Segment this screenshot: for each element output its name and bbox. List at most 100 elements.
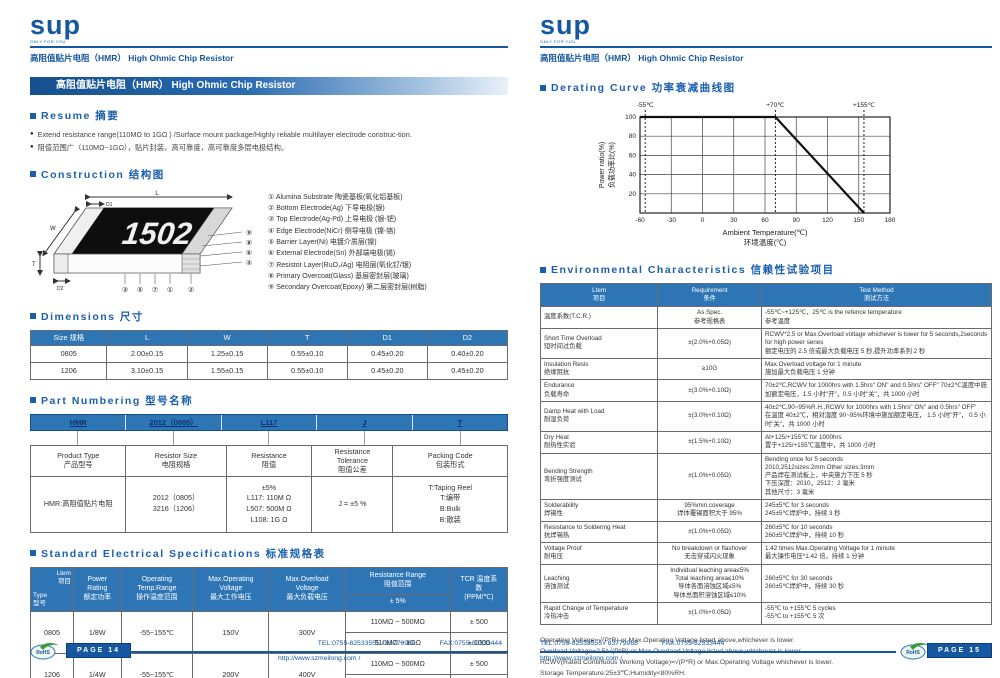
cell-requirement: ±(1.0%+0.05Ω) xyxy=(657,520,762,544)
connector-line xyxy=(364,430,366,445)
column-header: Resistor Size 电阻规格 xyxy=(125,444,227,477)
cell-requirement: ±(3.0%+0.10Ω) xyxy=(657,401,762,432)
note-line: Operating Voltage=√(P*R) or Max.Operatin… xyxy=(540,636,795,644)
table-header-row: Product Type 产品型号 Resistor Size 电阻规格 Resis… xyxy=(29,444,508,477)
cell-item: Damp Heat with Load 耐湿负荷 xyxy=(539,401,659,432)
column-header: L xyxy=(106,329,188,346)
cell-test-method: At+125/+155℃ for 1000hrs 置于+125/+155℃温度中… xyxy=(760,430,993,454)
table-header-row: Size 规格 L W T D1 D2 xyxy=(29,329,509,346)
table-cell: 3.10±0.15 xyxy=(106,361,188,380)
table-cell: 0.40±0.20 xyxy=(426,344,509,363)
footer-fax: FAX:0755-82533444 xyxy=(439,640,502,647)
table-cell: T:Taping Reel T:编带 B:Bulk B:散装 xyxy=(392,475,508,533)
code-cell: T xyxy=(413,415,507,430)
dimensions-table-head: Size 规格 L W T D1 D2 xyxy=(29,329,509,346)
table-cell: 0.45±0.20 xyxy=(426,361,509,380)
connector-cell xyxy=(412,430,508,445)
dim-T: T xyxy=(32,262,36,268)
table-row: HMR:高阻值贴片电阻 2012（0805） 3216（1206） ±5% L117… xyxy=(29,475,508,533)
x-tick-label: 60 xyxy=(761,217,769,224)
section-title: Resume 摘要 xyxy=(41,110,120,122)
corner-type-label: Type 型号 xyxy=(33,591,48,608)
construction-block: L D1 1502 W xyxy=(30,188,508,296)
cell-requirement: Individual leaching area≤5% Total leachi… xyxy=(657,563,762,603)
dimensions-table: Size 规格 L W T D1 D2 0805 2.00±0.15 1.25±0.15 0.5… xyxy=(29,329,509,380)
y-tick-label: 60 xyxy=(629,152,637,159)
page-14: sup ONLY FOR YOU 高阻值贴片电阻（HMR） High Ohmic… xyxy=(29,0,509,678)
resume-bullet: ● Extend resistance range(110MΩ to 1GΩ ) … xyxy=(30,129,508,140)
footer-rule xyxy=(126,651,508,653)
part-number-connectors xyxy=(30,430,508,445)
section-bullet xyxy=(30,171,36,178)
bullet-text: Extend resistance range(110MΩ to 1GΩ ) /… xyxy=(37,130,412,139)
footer-url[interactable]: http://www.szmeilong.com / xyxy=(540,655,623,662)
x-tick-label: 0 xyxy=(701,217,705,224)
table-cell: 1206 xyxy=(29,361,108,380)
column-header: Operating Temp.Range 操作温度范围 xyxy=(120,566,194,612)
x-tick-label: 30 xyxy=(730,217,738,224)
cell-test-method: 70±2℃,RCWV for 1000hrs with 1.5hrs" ON" … xyxy=(760,379,993,403)
cell-requirement: ±(1.0%+0.05Ω) xyxy=(657,601,762,625)
table-cell: 2012（0805） 3216（1206） xyxy=(125,475,227,533)
table-row: Resistance to Soldering Heat 抗焊锡热 ±(1.0%+… xyxy=(539,520,993,544)
dim-D1: D1 xyxy=(106,202,113,208)
cell-requirement: ±(2.0%+0.05Ω) xyxy=(657,327,762,359)
y-tick-label: 80 xyxy=(629,133,637,140)
table-cell: 0.45±0.20 xyxy=(346,361,428,380)
table-row: Dry Heat 耐热性实验 ±(1.5%+0.10Ω) At+125/+155℃ … xyxy=(539,430,993,454)
y-tick-label: 20 xyxy=(629,191,637,198)
y-tick-label: 100 xyxy=(625,114,636,121)
cell-max-ov: 300V xyxy=(268,610,346,654)
cell-test-method: 260±5℃ for 10 seconds 260±5℃焊炉中，持续 10 秒 xyxy=(760,520,993,544)
section-title: Dimensions 尺寸 xyxy=(41,310,144,323)
derating-line xyxy=(640,115,865,214)
column-header: T xyxy=(266,329,348,346)
table-cell: HMR:高阻值贴片电阻 xyxy=(29,475,127,533)
callout-9: ⑨ xyxy=(246,229,252,237)
part-numbering-table-body: Product Type 产品型号 Resistor Size 电阻规格 Resis… xyxy=(29,444,508,533)
footer-rule xyxy=(540,651,896,653)
environmental-table-head: Ltem 项目 Requirement 条件 Test Method 测试方法 xyxy=(539,282,993,308)
footer-right: TEL:0755-82533555 / 83779968 FAX:0755-82… xyxy=(540,638,992,668)
column-header: W xyxy=(186,329,268,346)
cell-max-op: 200V xyxy=(192,652,270,678)
cell-requirement: ≥10G xyxy=(657,357,762,381)
marker-label: +70℃ xyxy=(766,102,785,109)
section-title: Derating Curve 功率衰减曲线图 xyxy=(551,82,736,94)
footer-tel: TEL:0755-82533555 / 83779968 xyxy=(317,640,416,647)
cell-range: 110MΩ ~ 500MΩ xyxy=(344,610,451,633)
code-cell: J xyxy=(317,414,413,430)
code-cell: HMR xyxy=(31,414,127,430)
x-tick-label: 90 xyxy=(793,217,801,224)
cell-item: Short Time Overload 短时间过负载 xyxy=(539,327,659,359)
cell-requirement: No breakdown or flashover 无击穿或闪火现象 xyxy=(657,542,762,565)
cell-item: Bending Strength 弯折强度测试 xyxy=(539,452,659,500)
section-part-numbering: Part Numbering 型号名称 xyxy=(30,393,508,408)
footer-contact: TEL:0755-82533555 / 83779968 FAX:0755-82… xyxy=(318,640,502,647)
column-header: Resistance 阻值 xyxy=(225,444,313,477)
x-tick-label: 120 xyxy=(822,217,833,224)
code-text: HMR xyxy=(69,417,87,427)
cell-item: Leaching 溶蚀测试 xyxy=(539,563,659,603)
code-text: L117 xyxy=(260,417,278,427)
resume-bullet: ● 阻值范围广（110MΩ~1GΩ），贴片封装，高可靠度，高可靠度多层电极结构。 xyxy=(30,142,508,153)
column-header: Power Rating 额定功率 xyxy=(72,566,122,612)
cell-item: Solderability 焊锡性 xyxy=(539,498,659,522)
cell-max-ov: 400V xyxy=(268,652,346,678)
brand-tagline: ONLY FOR YOU xyxy=(30,39,66,44)
construction-legend: ① Alumina Substrate 陶瓷基板(氧化铝基板) ② Bottom… xyxy=(268,193,427,292)
code-cell: 2012（0805） xyxy=(126,414,222,430)
section-bullet xyxy=(30,550,36,557)
page-number-badge: PAGE 14 xyxy=(66,643,132,658)
table-cell: ±5% L117: 110M Ω L507: 500M Ω L108: 1G Ω xyxy=(225,475,313,533)
footer-url[interactable]: http://www.szmeilong.com / xyxy=(278,655,361,662)
column-header: Resistance Tolerance 阻值公差 xyxy=(311,444,394,477)
table-header-row: Ltem 项目 Requirement 条件 Test Method 测试方法 xyxy=(539,282,993,308)
x-axis-label-cn: 环境温度(℃) xyxy=(744,237,787,247)
resistance-range-header: Resistance Range 阻值范围 xyxy=(344,566,451,595)
table-cell: 2.00±0.15 xyxy=(106,344,188,363)
y-axis-label: Power ratio(%) xyxy=(599,142,606,188)
cell-temp: -55~155℃ xyxy=(120,652,194,678)
table-cell: 0.55±0.10 xyxy=(266,361,348,380)
connector-cell xyxy=(221,430,317,445)
